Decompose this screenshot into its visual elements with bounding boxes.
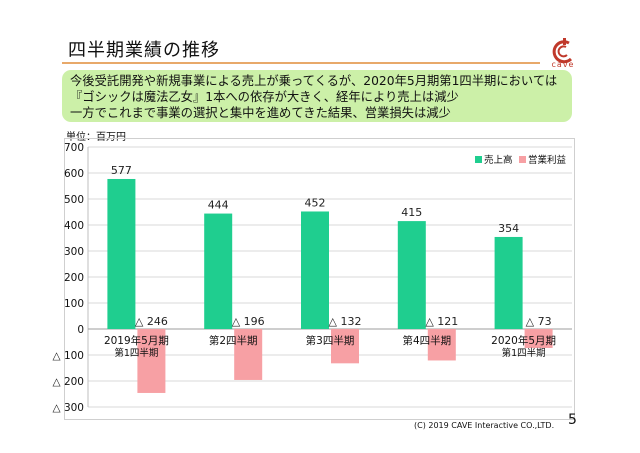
chart-frame xyxy=(64,138,575,420)
y-tick-label: 700 xyxy=(64,142,84,154)
profit-value-label: △ 196 xyxy=(232,315,265,328)
profit-bar xyxy=(331,329,359,364)
sales-value-label: 444 xyxy=(208,199,229,212)
page-number: 5 xyxy=(568,412,577,428)
cave-logo-icon xyxy=(549,36,577,68)
profit-value-label: △ 246 xyxy=(135,315,168,328)
summary-line: 『ゴシックは魔法乙女』1本への依存が大きく、経年により売上は減少 xyxy=(70,90,459,104)
profit-value-label: △ 132 xyxy=(329,315,362,328)
y-tick-label: △ 100 xyxy=(53,350,84,362)
y-tick-label: 400 xyxy=(64,220,84,232)
y-tick-label: 100 xyxy=(64,298,84,310)
y-tick-label: 200 xyxy=(64,272,84,284)
category-label: 第1四半期 xyxy=(502,347,546,359)
category-label: 第4四半期 xyxy=(402,334,451,347)
summary-box: 今後受託開発や新規事業による売上が乗ってくるが、2020年5月期第1四半期におい… xyxy=(62,70,572,122)
copyright-footer: (C) 2019 CAVE Interactive CO.,LTD. xyxy=(414,421,555,430)
profit-value-label: △ 73 xyxy=(526,315,552,328)
profit-bar xyxy=(524,329,553,348)
y-tick-label: 300 xyxy=(64,246,84,258)
legend-label: 売上高 xyxy=(484,154,513,166)
y-tick-label: 0 xyxy=(77,324,84,336)
sales-bar xyxy=(397,221,426,329)
sales-value-label: 577 xyxy=(111,164,132,177)
profit-bar xyxy=(137,329,166,393)
profit-bar xyxy=(427,329,456,361)
legend-swatch xyxy=(475,156,482,163)
y-tick-label: △ 300 xyxy=(53,402,84,414)
title-underline xyxy=(62,62,540,64)
sales-value-label: 452 xyxy=(305,196,326,209)
category-label: 2020年5月期 xyxy=(491,334,556,347)
sales-bar xyxy=(204,213,233,329)
y-tick-label: △ 200 xyxy=(53,376,84,388)
unit-label: 単位：百万円 xyxy=(66,132,126,143)
profit-value-label: △ 121 xyxy=(425,315,458,328)
legend-label: 営業利益 xyxy=(528,154,567,166)
sales-bar xyxy=(301,211,329,329)
sales-bar xyxy=(494,236,523,329)
y-tick-label: 500 xyxy=(64,194,84,206)
summary-line: 今後受託開発や新規事業による売上が乗ってくるが、2020年5月期第1四半期におい… xyxy=(70,74,558,88)
category-label: 第1四半期 xyxy=(114,347,158,359)
sales-value-label: 415 xyxy=(401,206,422,219)
category-label: 第3四半期 xyxy=(306,334,355,347)
page-title: 四半期業績の推移 xyxy=(68,40,220,61)
y-tick-label: 600 xyxy=(64,168,84,180)
sales-bar xyxy=(107,178,136,329)
summary-line: 一方でこれまで事業の選択と集中を進めてきた結果、営業損失は減少 xyxy=(70,106,451,120)
category-label: 第2四半期 xyxy=(209,334,258,347)
category-label: 2019年5月期 xyxy=(104,334,169,347)
legend-swatch xyxy=(519,156,526,163)
profit-bar xyxy=(234,329,263,380)
logo-wordmark: cave xyxy=(551,60,575,69)
sales-value-label: 354 xyxy=(498,222,519,235)
